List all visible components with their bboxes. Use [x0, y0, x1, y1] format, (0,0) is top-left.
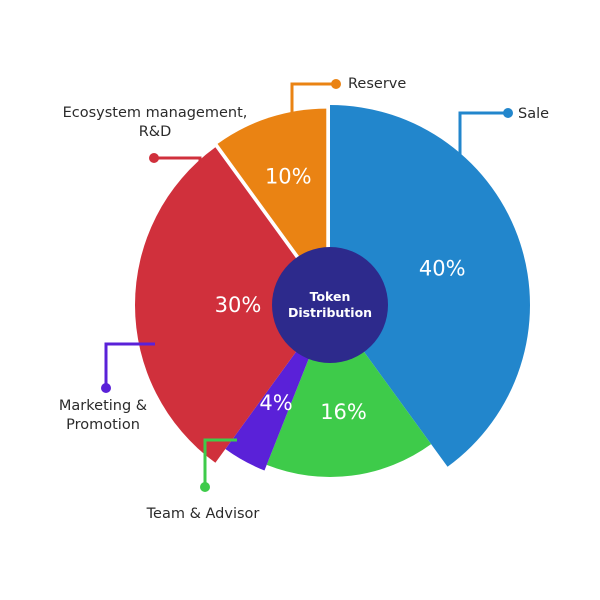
center-label-line-2: Distribution: [288, 305, 372, 320]
callout-dot: [331, 79, 341, 89]
pie-slices: [135, 105, 530, 477]
slice-value-label: 10%: [265, 165, 312, 189]
legend-label: Promotion: [66, 417, 140, 433]
slice-value-label: 4%: [259, 391, 292, 415]
callout-line: [458, 111, 508, 235]
callout-line: [290, 82, 336, 127]
callout-dot: [503, 108, 513, 118]
legend-label: Reserve: [348, 76, 406, 92]
center-hub: Token Distribution: [272, 247, 388, 363]
center-label-line-1: Token: [310, 289, 351, 304]
callout-dot: [101, 383, 111, 393]
callout-line: [154, 156, 202, 190]
slice-value-label: 30%: [215, 293, 262, 317]
pie-slice-team-advisor: [266, 305, 432, 477]
slice-value-label: 40%: [419, 257, 466, 281]
callout-legend: Sale Team & Advisor Marketing & Promotion Ec…: [59, 76, 549, 522]
slice-value-label: 16%: [320, 400, 367, 424]
callout-line: [104, 342, 155, 388]
legend-label: Team & Advisor: [146, 506, 260, 522]
center-circle: [272, 247, 388, 363]
pie-slice-reserve: [217, 108, 327, 294]
legend-label: Sale: [518, 106, 549, 122]
legend-label: Ecosystem management,: [63, 105, 248, 121]
callout-dot: [200, 482, 210, 492]
legend-label: R&D: [139, 124, 172, 140]
slice-value-labels: 40% 16% 4% 30% 10%: [215, 165, 466, 425]
legend-label: Marketing &: [59, 398, 147, 414]
pie-slice-sale: [330, 105, 530, 467]
callout-line: [203, 438, 237, 487]
pie-slice-ecosystem-management-r-d: [135, 147, 330, 463]
callout-dot: [149, 153, 159, 163]
